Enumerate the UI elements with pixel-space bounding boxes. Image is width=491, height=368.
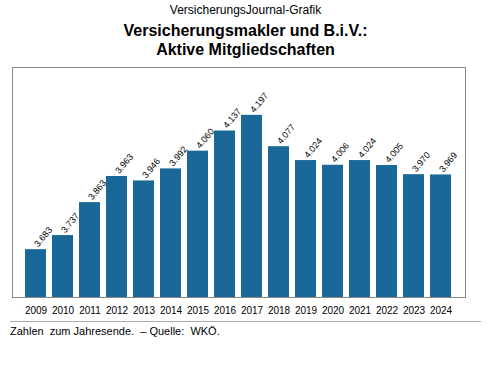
svg-text:4.077: 4.077 (275, 122, 297, 146)
svg-text:3.970: 3.970 (410, 150, 432, 174)
svg-text:3.969: 3.969 (437, 150, 459, 174)
svg-text:2011: 2011 (79, 305, 101, 316)
svg-text:4.024: 4.024 (356, 136, 378, 160)
html-text:Versicherungsmakler und B.i.V.: Versicherungsmakler und B.i.V.: Aktive M… (123, 22, 368, 58)
svg-text:2009: 2009 (25, 305, 48, 316)
svg-text:3.863: 3.863 (86, 178, 108, 202)
svg-text:2020: 2020 (322, 305, 345, 316)
svg-text:3.963: 3.963 (113, 152, 135, 176)
svg-text:2016: 2016 (214, 305, 237, 316)
svg-text:2017: 2017 (241, 305, 264, 316)
svg-text:3.946: 3.946 (140, 156, 162, 180)
svg-text:4.005: 4.005 (383, 141, 405, 165)
svg-text:3.992: 3.992 (167, 144, 189, 168)
svg-text:2021: 2021 (349, 305, 372, 316)
svg-text:4.197: 4.197 (248, 91, 270, 115)
svg-text:4.024: 4.024 (302, 136, 324, 160)
svg-text:4.060: 4.060 (194, 127, 216, 151)
html-text:VersicherungsJournal-Grafik: VersicherungsJournal-Grafik (169, 3, 322, 17)
svg-text:2012: 2012 (106, 305, 129, 316)
svg-text:3.737: 3.737 (59, 211, 81, 235)
svg-text:2015: 2015 (187, 305, 210, 316)
svg-text:4.006: 4.006 (329, 141, 351, 165)
svg-text:2010: 2010 (52, 305, 75, 316)
svg-text:3.683: 3.683 (32, 225, 54, 249)
html-text:Zahlen zum Jahresende. – Quell: Zahlen zum Jahresende. – Quelle: WKÖ. (10, 325, 220, 337)
svg-text:2019: 2019 (295, 305, 318, 316)
svg-text:2014: 2014 (160, 305, 183, 316)
svg-text:2024: 2024 (430, 305, 453, 316)
svg-text:2018: 2018 (268, 305, 291, 316)
svg-text:4.137: 4.137 (221, 106, 243, 130)
svg-text:2023: 2023 (403, 305, 426, 316)
svg-text:2013: 2013 (133, 305, 156, 316)
svg-text:2022: 2022 (376, 305, 399, 316)
